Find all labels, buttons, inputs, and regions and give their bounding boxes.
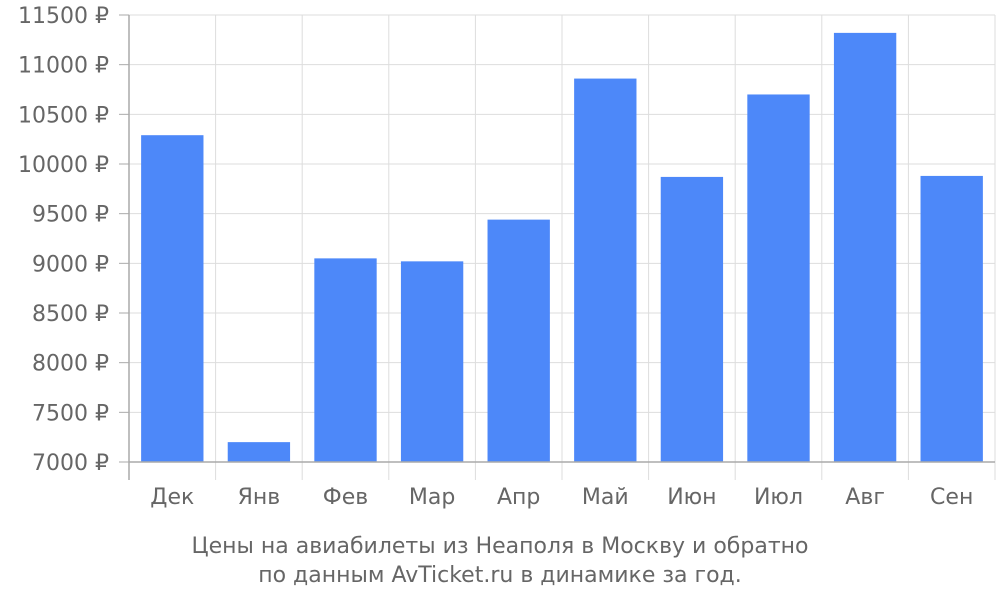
bar-4 — [400, 261, 464, 462]
y-tick-label: 11500 ₽ — [18, 4, 109, 29]
y-tick-label: 10000 ₽ — [18, 153, 109, 178]
x-tick-label: Янв — [238, 485, 281, 510]
y-tick-label: 8000 ₽ — [32, 352, 109, 377]
y-tick-label: 9000 ₽ — [32, 252, 109, 277]
x-tick-label: Май — [582, 485, 629, 510]
grid — [129, 14, 996, 480]
bar-5 — [487, 219, 550, 462]
x-tick-label: Дек — [150, 485, 194, 510]
bar-3 — [314, 258, 377, 462]
chart-caption-line-1: Цены на авиабилеты из Неаполя в Москву и… — [191, 534, 809, 559]
bar-9 — [833, 32, 897, 462]
y-tick-label: 11000 ₽ — [18, 54, 109, 79]
y-tick-label: 8500 ₽ — [32, 302, 109, 327]
bar-7 — [660, 176, 724, 462]
bar-1 — [141, 135, 204, 462]
x-tick-label: Фев — [323, 485, 368, 510]
y-tick-label: 7500 ₽ — [32, 401, 109, 426]
bar-10 — [920, 175, 983, 463]
y-tick-labels: 7000 ₽ 7500 ₽ 8000 ₽ 8500 ₽ 9000 ₽ 9500 ₽ 1000… — [18, 4, 109, 476]
x-tick-label: Авг — [845, 485, 885, 510]
axes — [119, 14, 995, 480]
bars — [141, 32, 983, 463]
chart-caption-line-2: по данным AvTicket.ru в динамике за год. — [258, 563, 742, 588]
x-tick-label: Июл — [754, 485, 803, 510]
x-tick-label: Мар — [409, 485, 455, 510]
y-tick-label: 10500 ₽ — [18, 103, 109, 128]
x-tick-label: Апр — [497, 485, 540, 510]
bar-chart: 7000 ₽ 7500 ₽ 8000 ₽ 8500 ₽ 9000 ₽ 9500 ₽ 1000… — [18, 4, 996, 510]
x-tick-labels: Дек Янв Фев Мар Апр Май Июн Июл Авг Сен — [150, 485, 973, 510]
x-tick-label: Июн — [667, 485, 716, 510]
x-tick-label: Сен — [930, 485, 973, 510]
y-tick-label: 9500 ₽ — [32, 203, 109, 228]
bar-8 — [747, 94, 810, 462]
bar-2 — [227, 442, 291, 462]
bar-6 — [574, 78, 637, 462]
y-tick-label: 7000 ₽ — [32, 451, 109, 476]
